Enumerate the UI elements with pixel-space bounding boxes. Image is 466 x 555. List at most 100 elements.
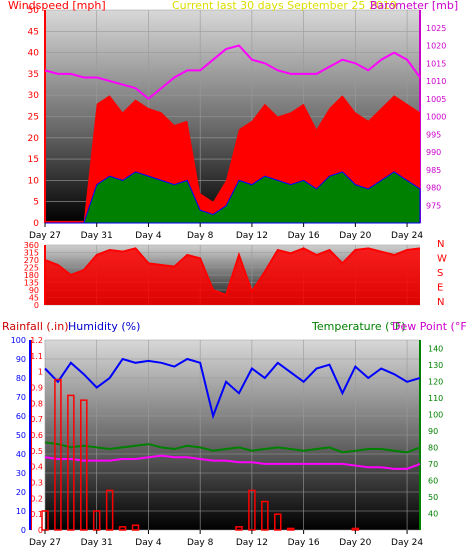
direction-series	[44, 247, 421, 305]
barometer-tick-label: 980	[426, 184, 441, 193]
x-tick-label: Day 4	[135, 231, 162, 241]
rainfall-tick-label: 0.4	[30, 463, 43, 472]
direction-tick-label: 45	[29, 294, 39, 303]
direction-tick-label: 270	[24, 256, 39, 265]
rainfall-tick-label: 1.2	[30, 336, 43, 345]
temperature-tick-label: 60	[428, 476, 438, 485]
x-tick-label: Day 8	[187, 231, 214, 241]
rainfall-tick-label: 0.3	[30, 479, 43, 488]
barometer-axis-title: Barometer [mb]	[370, 0, 458, 12]
rainfall-bar	[80, 399, 88, 531]
temperature-axis: 40 50 60 70 80 90 100 110 120 130 140	[419, 340, 443, 530]
wind-baro-series	[44, 44, 421, 224]
rainfall-tick-label: 0.8	[30, 399, 43, 408]
rainfall-bar	[131, 524, 140, 531]
humidity-series	[44, 357, 421, 420]
rainfall-bar	[105, 489, 114, 531]
x-tick-label: Day 20	[339, 231, 371, 241]
rainfall-tick-label: 0.2	[30, 494, 43, 503]
x-tick-label: Day 16	[288, 538, 320, 548]
x-tick-label: Day 27	[29, 231, 61, 241]
x-tick-label: Day 27	[29, 538, 61, 548]
windspeed-tick-label: 10	[28, 176, 40, 186]
x-tick-label: Day 24	[391, 231, 423, 241]
temperature-tick-label: 50	[428, 493, 438, 502]
climate-x-axis: Day 27 Day 31 Day 4 Day 8 Day 12 Day 16 Day 20…	[29, 530, 423, 548]
barometer-tick-label: 975	[426, 201, 441, 210]
direction-tick-label: 90	[29, 286, 39, 295]
wind-x-axis: Day 27 Day 31 Day 4 Day 8 Day 12 Day 16 Day 20…	[29, 223, 423, 241]
windspeed-average-series	[45, 171, 421, 224]
humidity-tick-label: 90	[16, 355, 26, 364]
rainfall-bar	[274, 513, 282, 531]
rainfall-tick-label: 0.7	[30, 415, 43, 424]
temperature-tick-label: 130	[428, 361, 443, 370]
direction-tick-label: 315	[24, 249, 39, 258]
humidity-tick-label: 80	[16, 374, 26, 383]
temperature-tick-label: 80	[428, 443, 438, 452]
humidity-tick-label: 0	[21, 526, 26, 535]
barometer-tick-label: 985	[426, 166, 441, 175]
barometer-tick-label: 1015	[426, 59, 446, 68]
humidity-axis: 0 10 20 30 40 50 60 70 80 90 100	[11, 336, 31, 535]
rainfall-tick-label: 0.9	[30, 384, 43, 393]
humidity-tick-label: 60	[16, 412, 26, 421]
direction-tick-label: 225	[24, 264, 39, 273]
wind-direction-line	[44, 247, 421, 297]
barometer-tick-label: 1025	[426, 24, 446, 33]
rainfall-bar	[54, 378, 62, 531]
rainfall-bar	[286, 527, 295, 531]
humidity-tick-label: 30	[16, 469, 26, 478]
x-tick-label: Day 31	[81, 538, 113, 548]
rainfall-tick-label: 0	[38, 526, 43, 535]
rainfall-tick-label: 0.5	[30, 447, 43, 456]
x-tick-label: Day 20	[339, 538, 371, 548]
dewpoint-series	[44, 454, 421, 470]
windspeed-tick-label: 35	[28, 70, 39, 80]
temperature-tick-label: 120	[428, 377, 443, 386]
rainfall-tick-label: 1.1	[30, 352, 43, 361]
direction-tick-label: 360	[24, 241, 39, 250]
rainfall-bar	[67, 394, 75, 531]
climate-grid	[44, 339, 420, 531]
barometer-tick-label: 995	[426, 130, 441, 139]
direction-tick-label: 180	[24, 271, 39, 280]
x-tick-label: Day 24	[391, 538, 423, 548]
compass-label: N	[437, 297, 444, 308]
compass-label: N	[437, 239, 444, 250]
humidity-axis-title: Humidity (%)	[68, 320, 140, 333]
direction-tick-label: 135	[24, 279, 39, 288]
windspeed-tick-label: 5	[33, 198, 39, 208]
barometer-series	[44, 44, 421, 101]
temperature-tick-label: 90	[428, 427, 438, 436]
x-tick-label: Day 12	[236, 538, 268, 548]
humidity-tick-label: 100	[11, 336, 26, 345]
rainfall-tick-label: 1	[38, 368, 43, 377]
x-tick-label: Day 31	[81, 231, 113, 241]
windspeed-axis-title: Windspeed [mph]	[8, 0, 106, 12]
windspeed-tick-label: 45	[28, 27, 39, 37]
humidity-tick-label: 50	[16, 431, 26, 440]
rainfall-tick-label: 0.1	[30, 510, 43, 519]
windspeed-tick-label: 0	[33, 219, 39, 229]
chart-title: Current last 30 days September 25 2019	[172, 0, 397, 12]
windspeed-tick-label: 25	[28, 113, 39, 123]
temperature-axis-title: Temperature (°F)	[311, 320, 406, 333]
temperature-tick-label: 110	[428, 394, 443, 403]
rainfall-tick-label: 0.6	[30, 431, 43, 440]
rainfall-axis-title: Rainfall (.in)	[2, 320, 69, 333]
compass-label: W	[437, 254, 447, 265]
humidity-tick-label: 20	[16, 488, 26, 497]
windspeed-tick-label: 30	[28, 91, 40, 101]
barometer-tick-label: 1010	[426, 77, 446, 86]
climate-series	[41, 357, 421, 531]
x-tick-label: Day 8	[187, 538, 214, 548]
temperature-tick-label: 100	[428, 410, 443, 419]
humidity-tick-label: 40	[16, 450, 26, 459]
direction-tick-label: 0	[34, 301, 39, 310]
dewpoint-axis-title: Dew Point (°F)	[392, 320, 466, 333]
humidity-tick-label: 70	[16, 393, 26, 402]
